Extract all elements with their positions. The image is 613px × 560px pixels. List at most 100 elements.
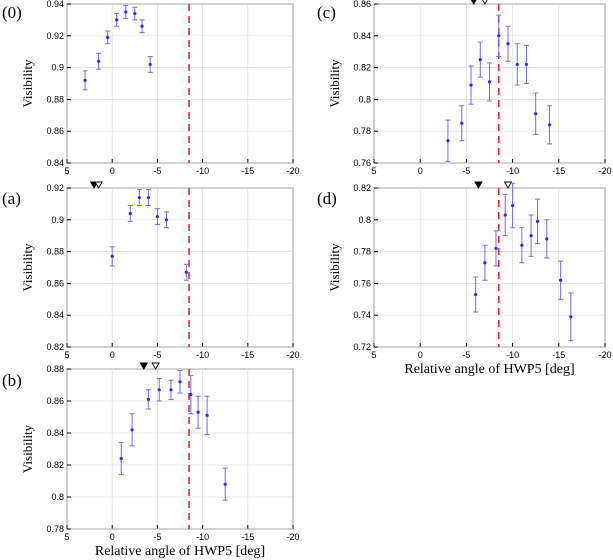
plot-frame	[66, 368, 294, 530]
y-tick-label: 0.72	[353, 342, 371, 352]
panel-0: 5 0 -5 -10 -15 -20 0.84 0.86 0.88 0.9 0.92 0.94 (0) V…	[2, 0, 300, 176]
data-point	[520, 243, 524, 247]
x-tick-label: -10	[506, 166, 519, 176]
y-axis-label: Visibility	[327, 59, 342, 108]
x-tick-label: -15	[241, 532, 254, 542]
data-point	[178, 380, 182, 384]
x-tick-label: -5	[462, 166, 470, 176]
y-tick-label: 0.9	[51, 63, 64, 73]
data-point	[534, 112, 538, 116]
y-tick-label: 0.82	[46, 342, 64, 352]
data-point	[478, 58, 482, 62]
data-point	[474, 292, 478, 297]
data-point	[169, 388, 173, 392]
y-tick-label: 0.84	[46, 158, 64, 168]
plot-frame	[373, 187, 606, 348]
y-tick-label: 0.76	[353, 158, 371, 168]
data-point	[148, 62, 152, 67]
y-tick-label: 0.8	[358, 215, 371, 225]
y-tick-label: 0.76	[353, 278, 371, 288]
y-tick-label: 0.9	[51, 215, 64, 225]
data-point	[146, 397, 150, 401]
x-tick-label: 5	[64, 166, 69, 176]
plot-frame	[66, 3, 294, 164]
data-point	[510, 203, 515, 208]
data-point	[547, 123, 552, 127]
x-tick-label: 5	[64, 532, 69, 542]
y-tick-label: 0.82	[353, 63, 371, 73]
filled-triangle-marker	[139, 362, 149, 370]
x-tick-label: -20	[286, 166, 299, 176]
panel-1: 5 0 -5 -10 -15 -20 0.82 0.84 0.86 0.88 0.9 0.92 (a) V…	[2, 181, 300, 360]
data-point	[494, 246, 498, 251]
data-point	[140, 24, 144, 28]
panel-label: (c)	[317, 3, 336, 22]
x-tick-label: -10	[196, 350, 209, 360]
data-point	[110, 254, 114, 258]
y-tick-label: 0.84	[46, 428, 64, 438]
data-point	[497, 34, 501, 38]
open-triangle-marker	[482, 0, 488, 5]
data-point	[164, 218, 169, 222]
data-point	[83, 78, 87, 82]
x-tick-label: -15	[552, 350, 565, 360]
y-tick-label: 0.84	[46, 310, 64, 320]
x-tick-label: -20	[286, 350, 299, 360]
y-tick-label: 0.86	[353, 0, 371, 9]
y-tick-label: 0.86	[46, 126, 64, 136]
data-point	[535, 219, 540, 223]
data-point	[97, 59, 101, 63]
panel-label: (a)	[2, 189, 21, 208]
data-point	[184, 270, 188, 274]
y-tick-label: 0.78	[353, 247, 371, 257]
data-point	[515, 62, 519, 67]
x-tick-label: -20	[598, 166, 611, 176]
x-tick-label: -15	[552, 166, 565, 176]
data-point	[559, 278, 563, 282]
data-point	[189, 393, 193, 397]
data-point	[569, 315, 573, 319]
y-tick-label: 0.88	[46, 364, 64, 374]
y-axis-label: Visibility	[20, 59, 35, 108]
panel-2: 5 0 -5 -10 -15 -20 0.78 0.8 0.82 0.84 0.86 0.88 (b) V…	[2, 362, 300, 559]
filled-triangle-marker	[470, 0, 477, 5]
data-point	[506, 42, 510, 46]
data-point	[146, 195, 150, 200]
x-tick-label: 5	[64, 350, 69, 360]
data-point	[483, 261, 487, 265]
y-tick-label: 0.94	[46, 0, 64, 9]
panel-4: 5 0 -5 -10 -15 -20 0.72 0.74 0.76 0.78 0.8 0.82 (d) V…	[317, 181, 612, 377]
x-tick-label: 5	[371, 166, 376, 176]
open-triangle-marker	[503, 181, 513, 189]
y-tick-label: 0.82	[46, 460, 64, 470]
x-tick-label: -5	[153, 166, 161, 176]
y-tick-label: 0.88	[46, 94, 64, 104]
data-point	[124, 10, 128, 14]
data-point	[446, 139, 450, 143]
y-tick-label: 0.86	[46, 278, 64, 288]
x-tick-label: 0	[418, 350, 423, 360]
data-point	[205, 413, 209, 417]
x-tick-label: -5	[153, 532, 161, 542]
x-tick-label: 0	[110, 532, 115, 542]
y-tick-label: 0.74	[353, 310, 371, 320]
y-tick-label: 0.92	[46, 31, 64, 41]
x-tick-label: 5	[371, 350, 376, 360]
y-tick-label: 0.78	[46, 524, 64, 534]
data-point	[119, 457, 123, 461]
data-point	[469, 83, 473, 87]
panel-label: (0)	[2, 3, 22, 22]
open-triangle-marker	[151, 362, 160, 370]
data-point	[545, 237, 549, 241]
data-point	[130, 428, 134, 432]
x-axis-label: Relative angle of HWP5 [deg]	[95, 544, 265, 559]
data-point	[133, 11, 137, 16]
data-point	[128, 211, 132, 216]
y-axis-label: Visibility	[20, 424, 35, 473]
data-point	[157, 388, 161, 392]
x-tick-label: -10	[196, 166, 209, 176]
data-point	[106, 35, 110, 39]
data-point	[196, 410, 200, 414]
y-axis-label: Visibility	[327, 243, 342, 292]
